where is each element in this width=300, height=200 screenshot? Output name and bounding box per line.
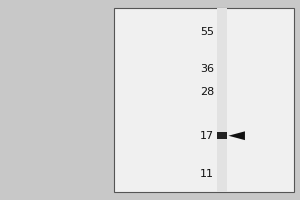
Text: 28: 28 bbox=[200, 87, 214, 97]
Text: 11: 11 bbox=[200, 169, 214, 179]
Polygon shape bbox=[229, 131, 245, 140]
FancyBboxPatch shape bbox=[217, 8, 227, 192]
Text: A2058: A2058 bbox=[202, 0, 242, 3]
FancyBboxPatch shape bbox=[217, 132, 227, 139]
FancyBboxPatch shape bbox=[114, 8, 294, 192]
Text: 36: 36 bbox=[200, 64, 214, 74]
Text: 17: 17 bbox=[200, 131, 214, 141]
Text: 55: 55 bbox=[200, 27, 214, 37]
